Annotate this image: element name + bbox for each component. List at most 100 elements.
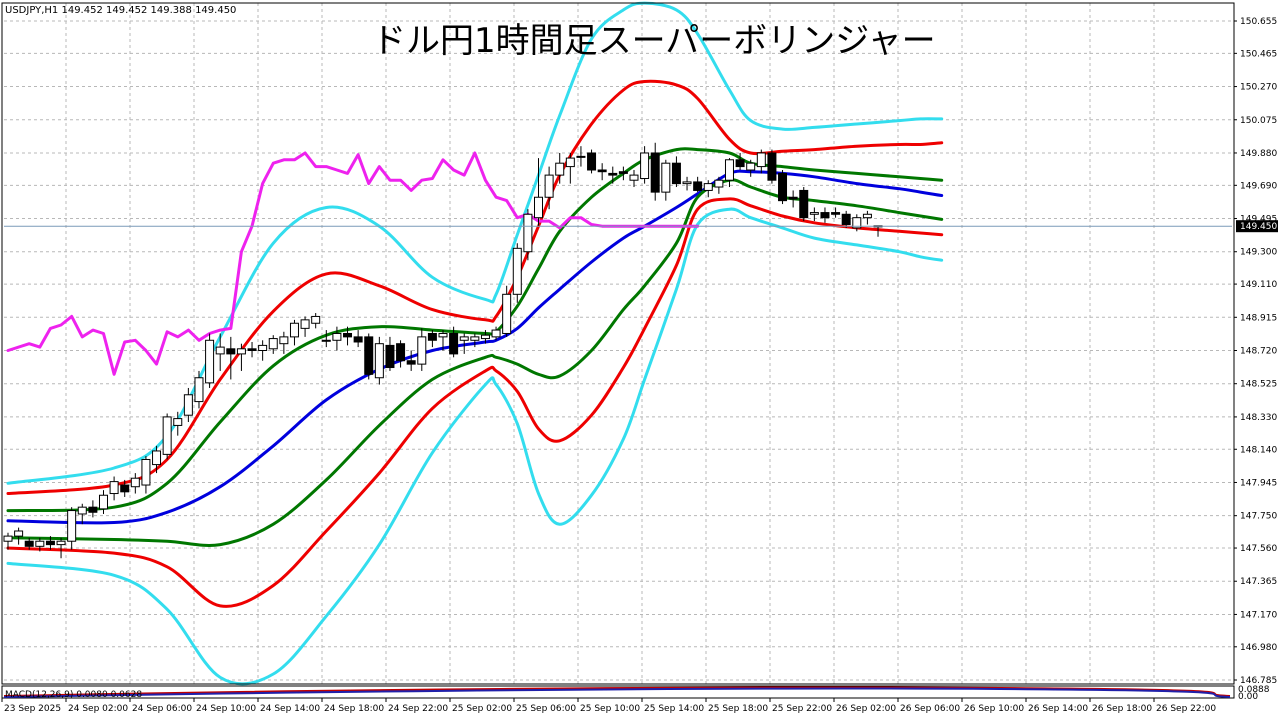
- candle-body: [799, 189, 809, 219]
- chart-title: ドル円1時間足スーパーボリンジャー: [372, 21, 936, 61]
- series-line-band3_upper: [6, 1, 944, 485]
- grid-lines: [4, 3, 1232, 684]
- candle-body: [311, 315, 321, 324]
- macd-pane-frame: [1, 685, 1235, 699]
- macd-pane: [3, 686, 1231, 698]
- macd-main-line: [3, 687, 1231, 698]
- candle-body: [746, 162, 756, 171]
- current-price-tag: 149.450: [1240, 222, 1277, 232]
- x-tick-label: 24 Sep 06:00: [132, 704, 192, 714]
- candle-body: [491, 329, 501, 338]
- candle-body: [226, 348, 236, 355]
- candle-body: [14, 530, 24, 537]
- candle-body: [427, 332, 437, 341]
- candle-body: [289, 322, 299, 338]
- candle-body: [523, 213, 533, 253]
- y-tick-label: 148.915: [1240, 313, 1277, 323]
- x-tick-label: 24 Sep 14:00: [260, 704, 320, 714]
- candle-body: [321, 339, 331, 342]
- candle-body: [650, 152, 660, 193]
- y-tick-label: 149.110: [1240, 280, 1277, 290]
- candle-body: [671, 162, 681, 185]
- x-tick-label: 23 Sep 2025: [4, 704, 61, 714]
- candle-body: [374, 343, 384, 379]
- candle-body: [258, 344, 268, 352]
- candle-body: [534, 196, 543, 219]
- candle-body: [470, 336, 480, 341]
- candle-body: [141, 458, 151, 486]
- candle-body: [45, 540, 55, 546]
- candle-body: [24, 540, 34, 547]
- candle-body: [3, 535, 13, 542]
- x-tick-label: 26 Sep 14:00: [1028, 704, 1088, 714]
- candle-body: [597, 169, 607, 173]
- candle-body: [247, 348, 257, 351]
- x-tick-label: 26 Sep 22:00: [1156, 704, 1216, 714]
- candle-body: [640, 152, 650, 180]
- y-tick-label: 147.560: [1240, 544, 1277, 554]
- candle-body: [183, 394, 193, 416]
- candle-body: [35, 540, 45, 547]
- candle-body: [608, 172, 618, 176]
- candle-body: [56, 540, 66, 546]
- series-line-band1_upper: [6, 147, 944, 513]
- candle-body: [502, 293, 512, 334]
- x-tick-label: 24 Sep 18:00: [324, 704, 384, 714]
- y-tick-label: 148.330: [1240, 413, 1277, 423]
- candle-body: [268, 338, 278, 350]
- candle-body: [77, 506, 87, 515]
- symbol-header: USDJPY,H1 149.452 149.452 149.388 149.45…: [5, 5, 236, 16]
- candle-body: [809, 212, 819, 215]
- candle-body: [109, 481, 119, 495]
- y-tick-label: 149.300: [1240, 248, 1277, 258]
- candle-body: [767, 152, 777, 181]
- candle-body: [449, 332, 459, 355]
- candle-body: [576, 155, 586, 158]
- x-tick-label: 25 Sep 10:00: [580, 704, 640, 714]
- y-tick-label: 148.525: [1240, 380, 1277, 390]
- candle-body: [512, 247, 522, 295]
- y-tick-label: 148.720: [1240, 347, 1277, 357]
- y-tick-label: 149.495: [1240, 215, 1277, 225]
- candle-body: [98, 494, 108, 510]
- y-tick-label: 147.750: [1240, 512, 1277, 522]
- y-tick-label: 150.655: [1240, 17, 1277, 27]
- y-tick-label: 147.365: [1240, 577, 1277, 587]
- candle-body: [194, 377, 204, 403]
- candle-body: [353, 336, 363, 343]
- macd-label: MACD(12,26,9) 0.0080 0.0628: [5, 690, 142, 700]
- x-tick-label: 25 Sep 18:00: [708, 704, 768, 714]
- candle-body: [724, 159, 734, 181]
- x-tick-label: 25 Sep 06:00: [516, 704, 576, 714]
- candle-body: [88, 506, 98, 513]
- candle-body: [831, 212, 841, 215]
- candle-body: [788, 196, 798, 200]
- candle-body: [385, 344, 395, 369]
- candle-body: [130, 477, 140, 488]
- candle-body: [587, 152, 597, 171]
- candle-body: [417, 336, 427, 365]
- candle-body: [555, 162, 565, 176]
- y-tick-label: 147.945: [1240, 478, 1277, 488]
- y-tick-label: 150.270: [1240, 83, 1277, 93]
- y-tick-label: 146.980: [1240, 643, 1277, 653]
- x-tick-label: 26 Sep 18:00: [1092, 704, 1152, 714]
- series-line-band2_lower: [6, 197, 944, 608]
- y-tick-label: 150.075: [1240, 116, 1277, 126]
- candle-body: [735, 159, 745, 168]
- y-tick-label: 146.785: [1240, 676, 1277, 686]
- candle-body: [279, 336, 289, 345]
- candle-body: [173, 418, 183, 426]
- series-line-band3_lower: [6, 207, 944, 686]
- x-tick-label: 24 Sep 22:00: [388, 704, 448, 714]
- x-tick-label: 25 Sep 02:00: [452, 704, 512, 714]
- candlesticks: [3, 142, 883, 559]
- x-tick-label: 24 Sep 10:00: [196, 704, 256, 714]
- candle-body: [152, 450, 162, 466]
- x-tick-label: 26 Sep 06:00: [900, 704, 960, 714]
- candle-body: [364, 336, 374, 375]
- candle-body: [565, 157, 575, 168]
- y-tick-label: 147.170: [1240, 610, 1277, 620]
- candle-body: [120, 484, 130, 493]
